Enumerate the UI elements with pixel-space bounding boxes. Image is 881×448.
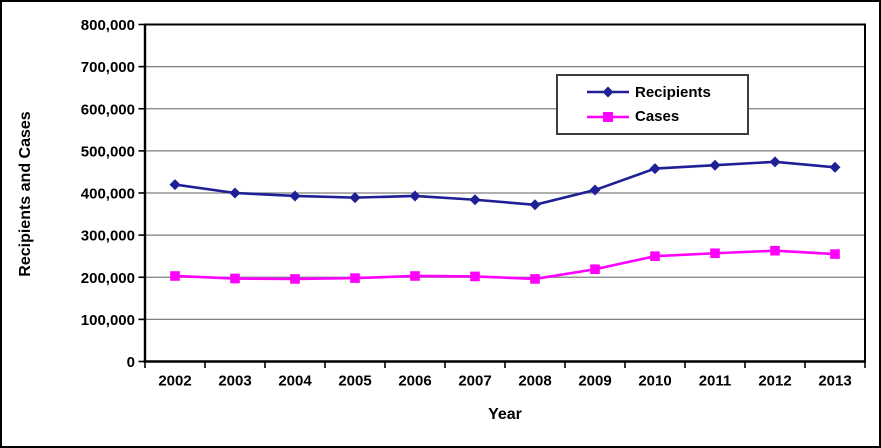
- data-point-cases: [230, 273, 240, 284]
- x-tick-label: 2003: [218, 373, 251, 390]
- data-point-recipients: [469, 194, 481, 206]
- legend-label-cases: Cases: [635, 108, 680, 126]
- x-tick-label: 2010: [638, 373, 671, 390]
- data-point-recipients: [649, 163, 661, 175]
- y-tick-label: 200,000: [81, 270, 135, 287]
- data-point-cases: [170, 271, 180, 281]
- data-point-cases: [650, 251, 660, 261]
- y-tick-label: 700,000: [81, 59, 135, 76]
- data-point-recipients: [169, 179, 181, 191]
- cases-line-sample-icon: [587, 111, 629, 122]
- legend-label-recipients: Recipients: [635, 83, 711, 101]
- y-tick-label: 500,000: [81, 143, 135, 160]
- data-point-cases: [770, 245, 780, 256]
- x-tick-label: 2004: [278, 373, 312, 390]
- legend: Recipients Cases: [556, 74, 749, 135]
- x-tick-label: 2002: [158, 373, 191, 390]
- y-tick-label: 400,000: [81, 186, 135, 203]
- data-point-recipients: [289, 190, 301, 202]
- recipients-line-sample-icon: [587, 86, 629, 98]
- x-tick-label: 2006: [398, 373, 431, 390]
- data-point-cases: [470, 271, 480, 282]
- x-tick-label: 2007: [458, 373, 491, 390]
- legend-item-recipients: Recipients: [586, 80, 747, 105]
- data-point-cases: [530, 274, 540, 284]
- y-axis-title: Recipients and Cases: [17, 111, 34, 277]
- x-tick-label: 2008: [518, 373, 551, 390]
- x-tick-label: 2011: [699, 373, 732, 390]
- x-axis-title: Year: [488, 406, 522, 423]
- data-point-recipients: [769, 156, 781, 168]
- data-point-recipients: [349, 192, 361, 204]
- data-point-cases: [830, 249, 840, 259]
- data-point-recipients: [529, 199, 541, 211]
- y-tick-label: 800,000: [81, 17, 135, 34]
- y-tick-label: 300,000: [81, 228, 135, 245]
- data-point-recipients: [229, 187, 241, 199]
- x-tick-label: 2009: [578, 373, 611, 390]
- legend-item-cases: Cases: [586, 105, 747, 130]
- x-tick-label: 2012: [758, 373, 791, 390]
- x-tick-label: 2013: [818, 373, 851, 390]
- data-point-recipients: [409, 190, 421, 202]
- series-line-recipients: [174, 160, 836, 207]
- series-line-cases: [174, 249, 836, 281]
- y-tick-label: 100,000: [81, 312, 135, 329]
- data-point-cases: [710, 248, 720, 259]
- data-point-cases: [290, 274, 300, 284]
- y-tick-label: 0: [127, 354, 135, 371]
- data-point-cases: [410, 271, 420, 281]
- data-point-cases: [590, 264, 600, 275]
- y-tick-label: 600,000: [81, 101, 135, 118]
- data-point-recipients: [829, 161, 841, 173]
- x-tick-label: 2005: [338, 373, 371, 390]
- data-point-cases: [350, 273, 360, 283]
- data-point-recipients: [709, 159, 721, 171]
- data-point-recipients: [589, 184, 601, 196]
